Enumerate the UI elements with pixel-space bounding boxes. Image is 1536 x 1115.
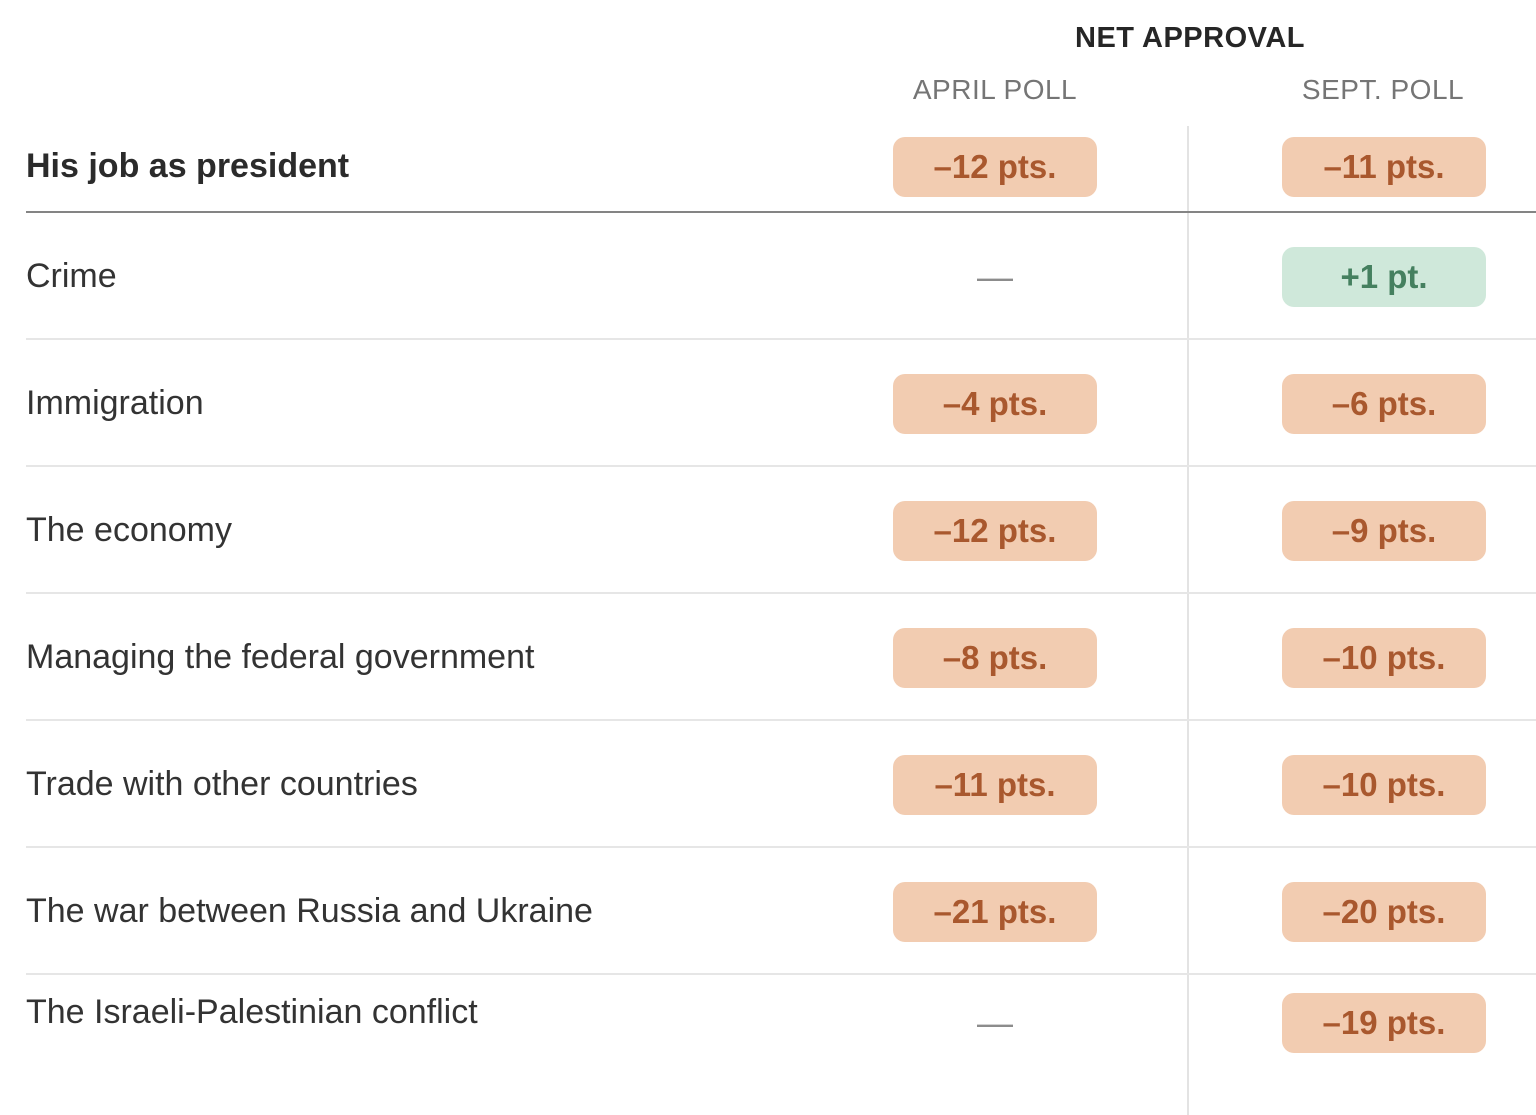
table-row: The war between Russia and Ukraine –21 p…: [0, 848, 1536, 975]
value-badge: –19 pts.: [1282, 993, 1486, 1053]
row-label: The economy: [26, 511, 232, 549]
value-badge: –8 pts.: [893, 627, 1097, 688]
value-badge: –11 pts.: [1282, 136, 1486, 197]
table-row: Immigration –4 pts. –6 pts.: [0, 340, 1536, 467]
value-badge: –9 pts.: [1282, 500, 1486, 561]
table-row: The Israeli-Palestinian conflict — –19 p…: [0, 975, 1536, 1115]
sept-cell: –9 pts.: [1282, 500, 1486, 561]
april-cell: –12 pts.: [893, 136, 1097, 197]
sept-cell: –19 pts.: [1282, 993, 1486, 1053]
row-label: Immigration: [26, 384, 204, 422]
table-header: NET APPROVAL APRIL POLL SEPT. POLL: [0, 0, 1536, 120]
table-row: Managing the federal government –8 pts. …: [0, 594, 1536, 721]
sept-cell: –11 pts.: [1282, 136, 1486, 197]
value-badge: –12 pts.: [893, 136, 1097, 197]
sept-cell: –6 pts.: [1282, 373, 1486, 434]
april-cell: –21 pts.: [893, 881, 1097, 942]
row-label: His job as president: [26, 147, 350, 185]
sept-cell: –10 pts.: [1282, 754, 1486, 815]
table-body: His job as president –12 pts. –11 pts. C…: [0, 120, 1536, 1115]
column-header-sept: SEPT. POLL: [1301, 74, 1465, 105]
value-badge: –4 pts.: [893, 373, 1097, 434]
table-row: The economy –12 pts. –9 pts.: [0, 467, 1536, 594]
april-cell: —: [893, 247, 1097, 307]
april-cell: –11 pts.: [893, 754, 1097, 815]
value-badge: –12 pts.: [893, 500, 1097, 561]
row-label: Crime: [26, 257, 117, 295]
sept-cell: –20 pts.: [1282, 881, 1486, 942]
table-row: Crime — +1 pt.: [0, 213, 1536, 340]
april-cell: –12 pts.: [893, 500, 1097, 561]
row-label: Trade with other countries: [26, 765, 418, 803]
row-label: Managing the federal government: [26, 638, 535, 676]
table-row: His job as president –12 pts. –11 pts.: [0, 120, 1536, 213]
value-badge: —: [977, 1002, 1013, 1043]
column-divider: [1187, 126, 1189, 1115]
value-badge: —: [977, 255, 1013, 297]
value-badge: –21 pts.: [893, 881, 1097, 942]
value-badge: –10 pts.: [1282, 627, 1486, 688]
row-label: The war between Russia and Ukraine: [26, 892, 593, 930]
table-title: NET APPROVAL: [1075, 22, 1305, 54]
april-cell: –4 pts.: [893, 373, 1097, 434]
value-badge: –20 pts.: [1282, 881, 1486, 942]
sept-cell: –10 pts.: [1282, 627, 1486, 688]
value-badge: +1 pt.: [1282, 246, 1486, 307]
value-badge: –6 pts.: [1282, 373, 1486, 434]
april-cell: –8 pts.: [893, 627, 1097, 688]
row-label: The Israeli-Palestinian conflict: [26, 993, 478, 1031]
april-cell: —: [893, 993, 1097, 1053]
column-header-april: APRIL POLL: [912, 74, 1078, 105]
value-badge: –11 pts.: [893, 754, 1097, 815]
sept-cell: +1 pt.: [1282, 246, 1486, 307]
table-row: Trade with other countries –11 pts. –10 …: [0, 721, 1536, 848]
value-badge: –10 pts.: [1282, 754, 1486, 815]
